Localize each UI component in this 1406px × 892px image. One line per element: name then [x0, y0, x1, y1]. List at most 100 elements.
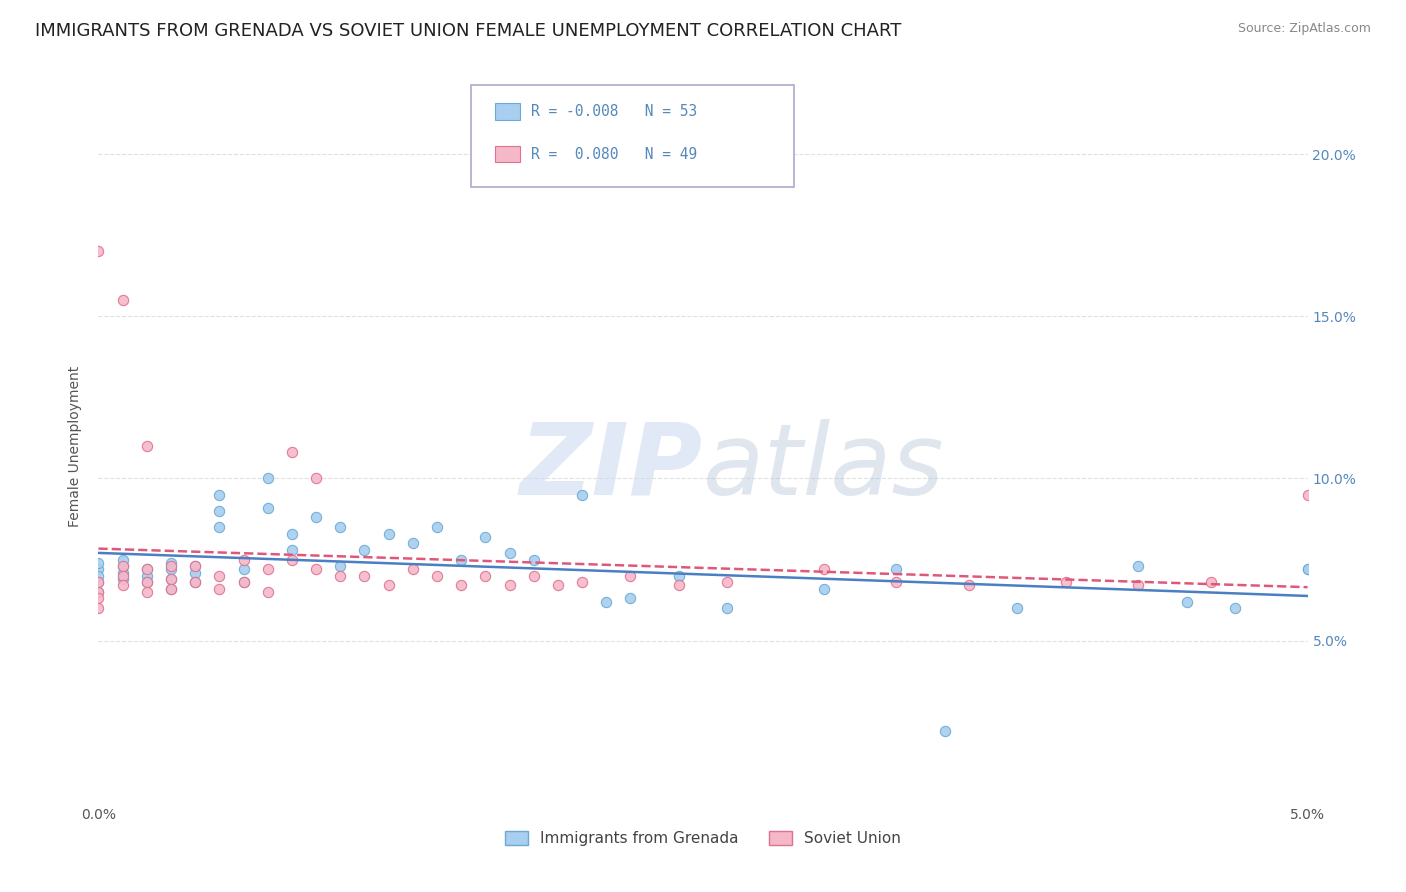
Point	[619, 591, 641, 606]
Point	[232, 575, 254, 590]
Point	[571, 488, 593, 502]
Point	[135, 585, 157, 599]
Point	[256, 500, 278, 515]
Point	[281, 552, 304, 566]
Point	[523, 568, 546, 582]
Point	[305, 471, 328, 485]
Point	[87, 575, 110, 590]
Y-axis label: Female Unemployment: Female Unemployment	[69, 366, 83, 526]
Point	[1296, 488, 1319, 502]
Point	[135, 575, 157, 590]
Point	[1128, 559, 1150, 574]
Point	[1007, 601, 1029, 615]
Point	[523, 552, 546, 566]
Point	[87, 601, 110, 615]
Point	[87, 244, 110, 259]
Point	[1296, 562, 1319, 576]
Point	[256, 471, 278, 485]
Point	[957, 578, 980, 592]
Point	[1223, 601, 1246, 615]
Point	[281, 526, 304, 541]
Point	[111, 566, 134, 580]
Point	[426, 568, 449, 582]
Point	[160, 582, 183, 596]
Point	[474, 568, 496, 582]
Point	[668, 578, 690, 592]
Point	[135, 575, 157, 590]
Point	[716, 575, 738, 590]
Point	[87, 556, 110, 570]
Point	[111, 559, 134, 574]
Point	[111, 559, 134, 574]
Point	[184, 575, 207, 590]
Point	[160, 556, 183, 570]
Point	[184, 566, 207, 580]
Point	[498, 546, 520, 560]
Point	[87, 585, 110, 599]
Point	[329, 559, 352, 574]
Point	[111, 572, 134, 586]
Text: ZIP: ZIP	[520, 419, 703, 516]
Point	[208, 488, 231, 502]
Point	[474, 530, 496, 544]
Point	[450, 578, 472, 592]
Point	[886, 562, 908, 576]
Point	[208, 582, 231, 596]
Point	[111, 578, 134, 592]
Point	[232, 562, 254, 576]
Text: IMMIGRANTS FROM GRENADA VS SOVIET UNION FEMALE UNEMPLOYMENT CORRELATION CHART: IMMIGRANTS FROM GRENADA VS SOVIET UNION …	[35, 22, 901, 40]
Point	[813, 582, 835, 596]
Point	[377, 578, 399, 592]
Point	[208, 568, 231, 582]
Point	[402, 536, 425, 550]
Point	[256, 562, 278, 576]
Text: R = -0.008   N = 53: R = -0.008 N = 53	[531, 104, 697, 119]
Point	[547, 578, 569, 592]
Point	[402, 562, 425, 576]
Point	[232, 575, 254, 590]
Point	[135, 562, 157, 576]
Point	[934, 724, 956, 739]
Point	[1128, 578, 1150, 592]
Point	[1296, 562, 1319, 576]
Point	[450, 552, 472, 566]
Point	[135, 568, 157, 582]
Point	[498, 578, 520, 592]
Point	[160, 582, 183, 596]
Point	[184, 575, 207, 590]
Point	[668, 568, 690, 582]
Point	[184, 559, 207, 574]
Point	[1054, 575, 1077, 590]
Point	[160, 559, 183, 574]
Point	[135, 439, 157, 453]
Point	[160, 562, 183, 576]
Point	[87, 585, 110, 599]
Point	[595, 595, 617, 609]
Point	[111, 293, 134, 307]
Point	[208, 520, 231, 534]
Text: R =  0.080   N = 49: R = 0.080 N = 49	[531, 147, 697, 161]
Point	[305, 510, 328, 524]
Point	[281, 542, 304, 557]
Point	[256, 585, 278, 599]
Legend: Immigrants from Grenada, Soviet Union: Immigrants from Grenada, Soviet Union	[499, 825, 907, 852]
Point	[135, 562, 157, 576]
Point	[1175, 595, 1198, 609]
Text: atlas: atlas	[703, 419, 945, 516]
Point	[184, 559, 207, 574]
Point	[886, 575, 908, 590]
Point	[87, 568, 110, 582]
Point	[619, 568, 641, 582]
Text: Source: ZipAtlas.com: Source: ZipAtlas.com	[1237, 22, 1371, 36]
Point	[377, 526, 399, 541]
Point	[1199, 575, 1222, 590]
Point	[353, 568, 375, 582]
Point	[87, 575, 110, 590]
Point	[111, 552, 134, 566]
Point	[208, 504, 231, 518]
Point	[111, 568, 134, 582]
Point	[329, 520, 352, 534]
Point	[571, 575, 593, 590]
Point	[813, 562, 835, 576]
Point	[87, 591, 110, 606]
